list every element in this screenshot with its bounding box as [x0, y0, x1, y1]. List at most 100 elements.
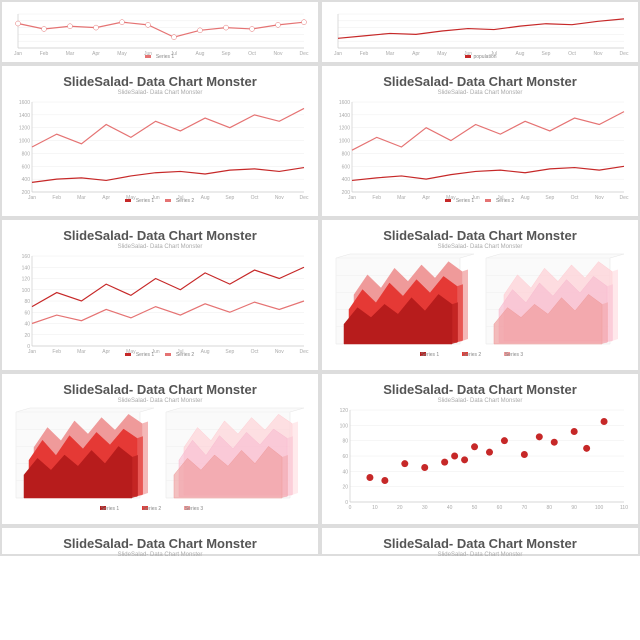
svg-text:20: 20	[24, 333, 30, 339]
chart-area: 020406080100120140160JanFebMarAprMayJunJ…	[10, 252, 310, 360]
svg-text:Dec: Dec	[300, 51, 309, 57]
svg-text:1000: 1000	[339, 139, 350, 145]
svg-text:40: 40	[342, 469, 348, 475]
svg-text:160: 160	[22, 254, 31, 260]
svg-text:1400: 1400	[19, 113, 30, 119]
svg-text:Jan: Jan	[348, 195, 356, 201]
chart-area: 2004006008001000120014001600JanFebMarApr…	[10, 98, 310, 206]
svg-text:1400: 1400	[339, 113, 350, 119]
svg-text:Aug: Aug	[196, 51, 205, 57]
chart-title: SlideSalad- Data Chart Monster	[10, 536, 310, 551]
svg-text:Aug: Aug	[201, 195, 210, 201]
chart-subtitle: SlideSalad- Data Chart Monster	[330, 398, 630, 404]
svg-text:Sep: Sep	[222, 51, 231, 57]
svg-text:80: 80	[24, 299, 30, 305]
svg-text:0: 0	[349, 505, 352, 511]
svg-text:60: 60	[497, 505, 503, 511]
chart-title: SlideSalad- Data Chart Monster	[330, 74, 630, 89]
chart-panel: SlideSalad- Data Chart MonsterSlideSalad…	[322, 528, 638, 554]
svg-text:80: 80	[546, 505, 552, 511]
svg-text:May: May	[117, 51, 127, 57]
svg-text:140: 140	[22, 265, 31, 271]
chart-subtitle: SlideSalad- Data Chart Monster	[10, 244, 310, 250]
svg-text:1000: 1000	[19, 139, 30, 145]
chart-area: JanFebMarAprMayJunJulAugSepOctNovDecpopu…	[330, 10, 630, 28]
svg-text:Series 1: Series 1	[101, 506, 120, 512]
svg-text:600: 600	[342, 164, 351, 170]
svg-text:70: 70	[522, 505, 528, 511]
svg-text:Sep: Sep	[225, 349, 234, 355]
chart-panel: JanFebMarAprMayJunJulAugSepOctNovDecpopu…	[322, 2, 638, 62]
svg-text:60: 60	[342, 454, 348, 460]
svg-text:Apr: Apr	[102, 349, 110, 355]
chart-area: 0204060801001200102030405060708090100110	[330, 406, 630, 514]
svg-text:400: 400	[342, 177, 351, 183]
chart-panel: SlideSalad- Data Chart MonsterSlideSalad…	[322, 220, 638, 370]
chart-area: 2004006008001000120014001600JanFebMarApr…	[330, 98, 630, 206]
svg-text:100: 100	[340, 423, 349, 429]
svg-text:Series 2: Series 2	[143, 506, 162, 512]
svg-text:30: 30	[422, 505, 428, 511]
svg-text:Aug: Aug	[201, 349, 210, 355]
chart-panel: SlideSalad- Data Chart MonsterSlideSalad…	[322, 66, 638, 216]
svg-text:Dec: Dec	[300, 195, 309, 201]
svg-text:Series 3: Series 3	[185, 506, 204, 512]
svg-text:Series 1: Series 1	[456, 198, 475, 204]
svg-text:population: population	[473, 54, 496, 60]
svg-text:Nov: Nov	[275, 195, 284, 201]
chart-panel: SlideSalad- Data Chart MonsterSlideSalad…	[2, 66, 318, 216]
svg-text:Feb: Feb	[360, 51, 369, 57]
chart-panel: JanFebMarAprMayJunJulAugSepOctNovDecSeri…	[2, 2, 318, 62]
svg-text:Feb: Feb	[40, 51, 49, 57]
chart-area: Series 1 Series 2 Series 3	[10, 406, 310, 514]
svg-text:20: 20	[397, 505, 403, 511]
svg-text:Oct: Oct	[251, 195, 259, 201]
svg-text:Dec: Dec	[300, 349, 309, 355]
svg-text:60: 60	[24, 310, 30, 316]
svg-text:Sep: Sep	[545, 195, 554, 201]
svg-text:Mar: Mar	[66, 51, 75, 57]
svg-text:Aug: Aug	[521, 195, 530, 201]
svg-text:Apr: Apr	[92, 51, 100, 57]
svg-text:10: 10	[372, 505, 378, 511]
svg-text:Sep: Sep	[225, 195, 234, 201]
chart-panel: SlideSalad- Data Chart MonsterSlideSalad…	[2, 374, 318, 524]
svg-text:Apr: Apr	[422, 195, 430, 201]
chart-subtitle: SlideSalad- Data Chart Monster	[330, 552, 630, 558]
svg-text:Sep: Sep	[542, 51, 551, 57]
chart-panel: SlideSalad- Data Chart MonsterSlideSalad…	[2, 528, 318, 554]
svg-text:110: 110	[620, 505, 628, 511]
svg-text:Series 1: Series 1	[136, 352, 155, 358]
svg-text:Nov: Nov	[274, 51, 283, 57]
svg-text:Series 2: Series 2	[496, 198, 515, 204]
svg-text:Aug: Aug	[516, 51, 525, 57]
chart-subtitle: SlideSalad- Data Chart Monster	[330, 244, 630, 250]
svg-text:40: 40	[24, 322, 30, 328]
svg-text:80: 80	[342, 439, 348, 445]
svg-text:1600: 1600	[19, 100, 30, 106]
svg-text:Oct: Oct	[251, 349, 259, 355]
chart-title: SlideSalad- Data Chart Monster	[330, 536, 630, 551]
svg-text:Feb: Feb	[372, 195, 381, 201]
chart-panel: SlideSalad- Data Chart MonsterSlideSalad…	[322, 374, 638, 524]
svg-text:600: 600	[22, 164, 31, 170]
chart-title: SlideSalad- Data Chart Monster	[330, 382, 630, 397]
svg-text:Feb: Feb	[52, 349, 61, 355]
svg-text:120: 120	[22, 277, 31, 283]
svg-text:Mar: Mar	[77, 349, 86, 355]
svg-text:40: 40	[447, 505, 453, 511]
chart-title: SlideSalad- Data Chart Monster	[10, 74, 310, 89]
chart-subtitle: SlideSalad- Data Chart Monster	[10, 398, 310, 404]
svg-text:Feb: Feb	[52, 195, 61, 201]
svg-text:400: 400	[22, 177, 31, 183]
svg-text:Apr: Apr	[412, 51, 420, 57]
svg-text:800: 800	[342, 151, 351, 157]
svg-text:Series 1: Series 1	[136, 198, 155, 204]
svg-text:Dec: Dec	[620, 195, 629, 201]
svg-text:120: 120	[340, 408, 349, 414]
svg-text:Nov: Nov	[595, 195, 604, 201]
svg-text:Nov: Nov	[275, 349, 284, 355]
svg-text:Series 1: Series 1	[156, 54, 175, 60]
svg-text:1200: 1200	[339, 126, 350, 132]
svg-text:Apr: Apr	[102, 195, 110, 201]
